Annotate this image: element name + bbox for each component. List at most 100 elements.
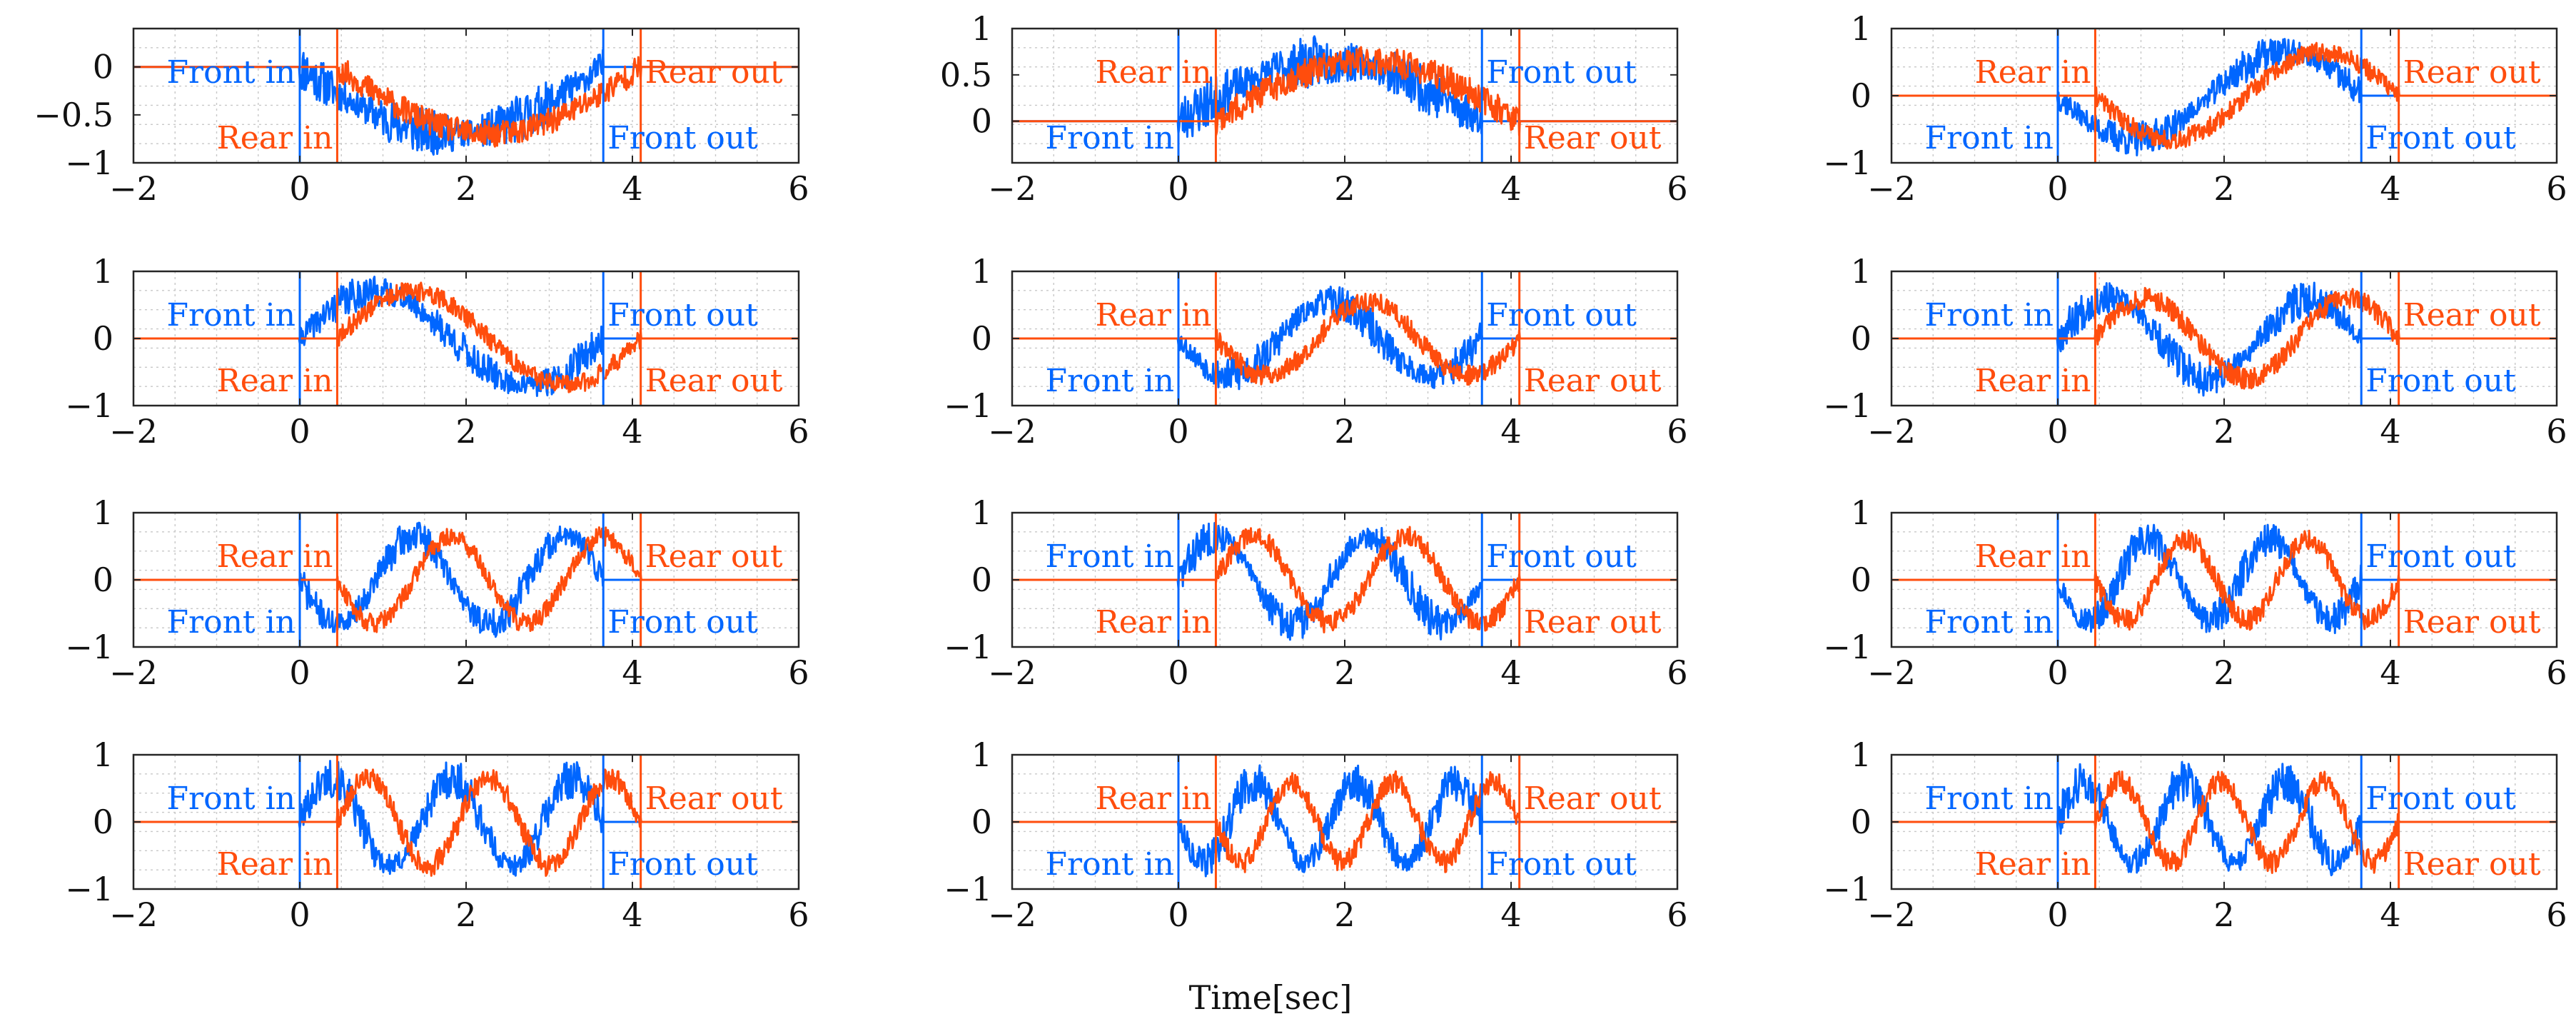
x-tick-label: 6 <box>788 412 809 451</box>
y-tick-label: 0 <box>93 803 113 841</box>
x-tick-label: 6 <box>788 653 809 692</box>
y-tick-label: −1 <box>65 870 113 908</box>
x-tick-label: 4 <box>622 169 642 208</box>
series-group <box>1891 38 2557 156</box>
y-tick-label: 1 <box>1851 493 1872 532</box>
x-tick-label: 4 <box>1500 895 1521 934</box>
series-rear <box>133 768 799 877</box>
x-tick-label: 4 <box>622 895 642 934</box>
annotation-rear-in: Rear in <box>217 120 333 156</box>
annotation-front-in: Front in <box>167 604 296 641</box>
annotation-rear-out: Rear out <box>2403 604 2541 641</box>
x-tick-label: −2 <box>988 895 1036 934</box>
y-tick-label: 0 <box>93 319 113 358</box>
x-tick-label: 0 <box>1168 653 1188 692</box>
y-tick-label: 0.5 <box>940 56 992 94</box>
x-tick-label: −2 <box>988 653 1036 692</box>
annotation-front-out: Front out <box>2365 120 2516 156</box>
annotation-front-in: Front in <box>1925 780 2054 817</box>
y-tick-label: −1 <box>1823 870 1872 908</box>
x-tick-label: 0 <box>2047 895 2068 934</box>
annotation-rear-out: Rear out <box>645 54 783 91</box>
x-tick-label: −2 <box>988 169 1036 208</box>
series-rear <box>1012 770 1677 873</box>
subplot-r1c1: Front in Rear in Rear out Front out −2 0 2 4 6 0 −… <box>34 27 809 208</box>
y-tick-label: −1 <box>1823 386 1872 425</box>
annotation-rear-out: Rear out <box>2403 297 2541 333</box>
y-tick-label: 1 <box>1851 252 1872 291</box>
series-group <box>1891 281 2557 397</box>
annotation-front-out: Front out <box>1486 297 1637 333</box>
y-tick-label: −1 <box>65 628 113 666</box>
annotation-front-in: Front in <box>167 297 296 333</box>
annotation-front-out: Front out <box>1486 54 1637 91</box>
x-tick-label: 6 <box>1667 653 1687 692</box>
annotation-rear-out: Rear out <box>1524 363 1662 399</box>
y-tick-label: 0 <box>971 803 992 841</box>
x-tick-label: 4 <box>1500 412 1521 451</box>
x-tick-label: 2 <box>2213 412 2234 451</box>
series-group <box>133 521 799 638</box>
annotation-front-in: Front in <box>1046 538 1174 575</box>
series-group <box>1012 764 1677 878</box>
annotation-front-out: Front out <box>1486 538 1637 575</box>
x-tick-label: 4 <box>1500 653 1521 692</box>
y-tick-label: 0 <box>971 319 992 358</box>
y-tick-label: −1 <box>944 386 992 425</box>
subplot-r2c2: Rear in Front in Front out Rear out −2 0 2 4 6 1 0… <box>944 252 1687 451</box>
annotation-rear-out: Rear out <box>1524 604 1662 641</box>
y-tick-label: −1 <box>944 628 992 666</box>
x-tick-label: 0 <box>289 412 310 451</box>
subplot-grid: Front in Rear in Rear out Front out −2 0 2 4 6 0 −… <box>34 9 2567 934</box>
annotation-rear-out: Rear out <box>1524 780 1662 817</box>
subplot-r2c1: Front in Rear in Front out Rear out −2 0 2 4 6 1 0… <box>65 252 809 451</box>
series-rear <box>1012 526 1677 633</box>
y-tick-label: 0 <box>1851 319 1872 358</box>
y-tick-label: 0 <box>1851 76 1872 115</box>
y-tick-label: 1 <box>971 252 992 291</box>
x-tick-label: 0 <box>289 653 310 692</box>
x-tick-label: 0 <box>289 169 310 208</box>
annotation-front-in: Front in <box>167 780 296 817</box>
x-tick-label: 0 <box>1168 895 1188 934</box>
x-tick-label: −2 <box>1867 895 1916 934</box>
series-group <box>1012 35 1677 138</box>
grid <box>133 513 799 647</box>
y-tick-label: 1 <box>93 252 113 291</box>
x-tick-label: 4 <box>622 653 642 692</box>
subplot-r3c2: Front in Rear in Front out Rear out −2 0 2 4 6 1 0… <box>944 493 1687 692</box>
series-group <box>133 276 799 397</box>
y-tick-label: 0 <box>1851 803 1872 841</box>
x-tick-label: 0 <box>1168 169 1188 208</box>
x-tick-label: 6 <box>1667 412 1687 451</box>
y-tick-label: −1 <box>1823 144 1872 182</box>
annotation-rear-out: Rear out <box>645 538 783 575</box>
annotation-rear-out: Rear out <box>645 780 783 817</box>
x-tick-label: −2 <box>109 412 158 451</box>
x-tick-label: 2 <box>455 895 476 934</box>
series-rear <box>1891 41 2557 150</box>
series-group <box>1891 523 2557 634</box>
x-tick-label: 6 <box>788 895 809 934</box>
y-tick-label: 1 <box>971 736 992 774</box>
x-tick-label: 0 <box>2047 412 2068 451</box>
annotation-front-out: Front out <box>2365 780 2516 817</box>
subplot-r4c1: Front in Rear in Rear out Front out −2 0 2 4 6 1 0… <box>65 736 809 934</box>
annotation-front-in: Front in <box>167 54 296 91</box>
annotation-front-out: Front out <box>607 604 758 641</box>
x-tick-label: 6 <box>1667 895 1687 934</box>
x-tick-label: 2 <box>455 653 476 692</box>
x-tick-label: 6 <box>2546 169 2567 208</box>
annotation-front-out: Front out <box>1486 846 1637 883</box>
annotation-rear-out: Rear out <box>2403 846 2541 883</box>
annotation-front-out: Front out <box>607 846 758 883</box>
annotation-front-out: Front out <box>607 297 758 333</box>
annotation-rear-in: Rear in <box>1975 846 2091 883</box>
x-tick-label: 4 <box>622 412 642 451</box>
x-axis-label: Time[sec] <box>1189 978 1353 1017</box>
annotation-rear-in: Rear in <box>1096 780 1212 817</box>
x-tick-label: 0 <box>1168 412 1188 451</box>
y-tick-label: 0 <box>93 48 113 86</box>
series-group <box>133 49 799 156</box>
annotation-rear-out: Rear out <box>2403 54 2541 91</box>
